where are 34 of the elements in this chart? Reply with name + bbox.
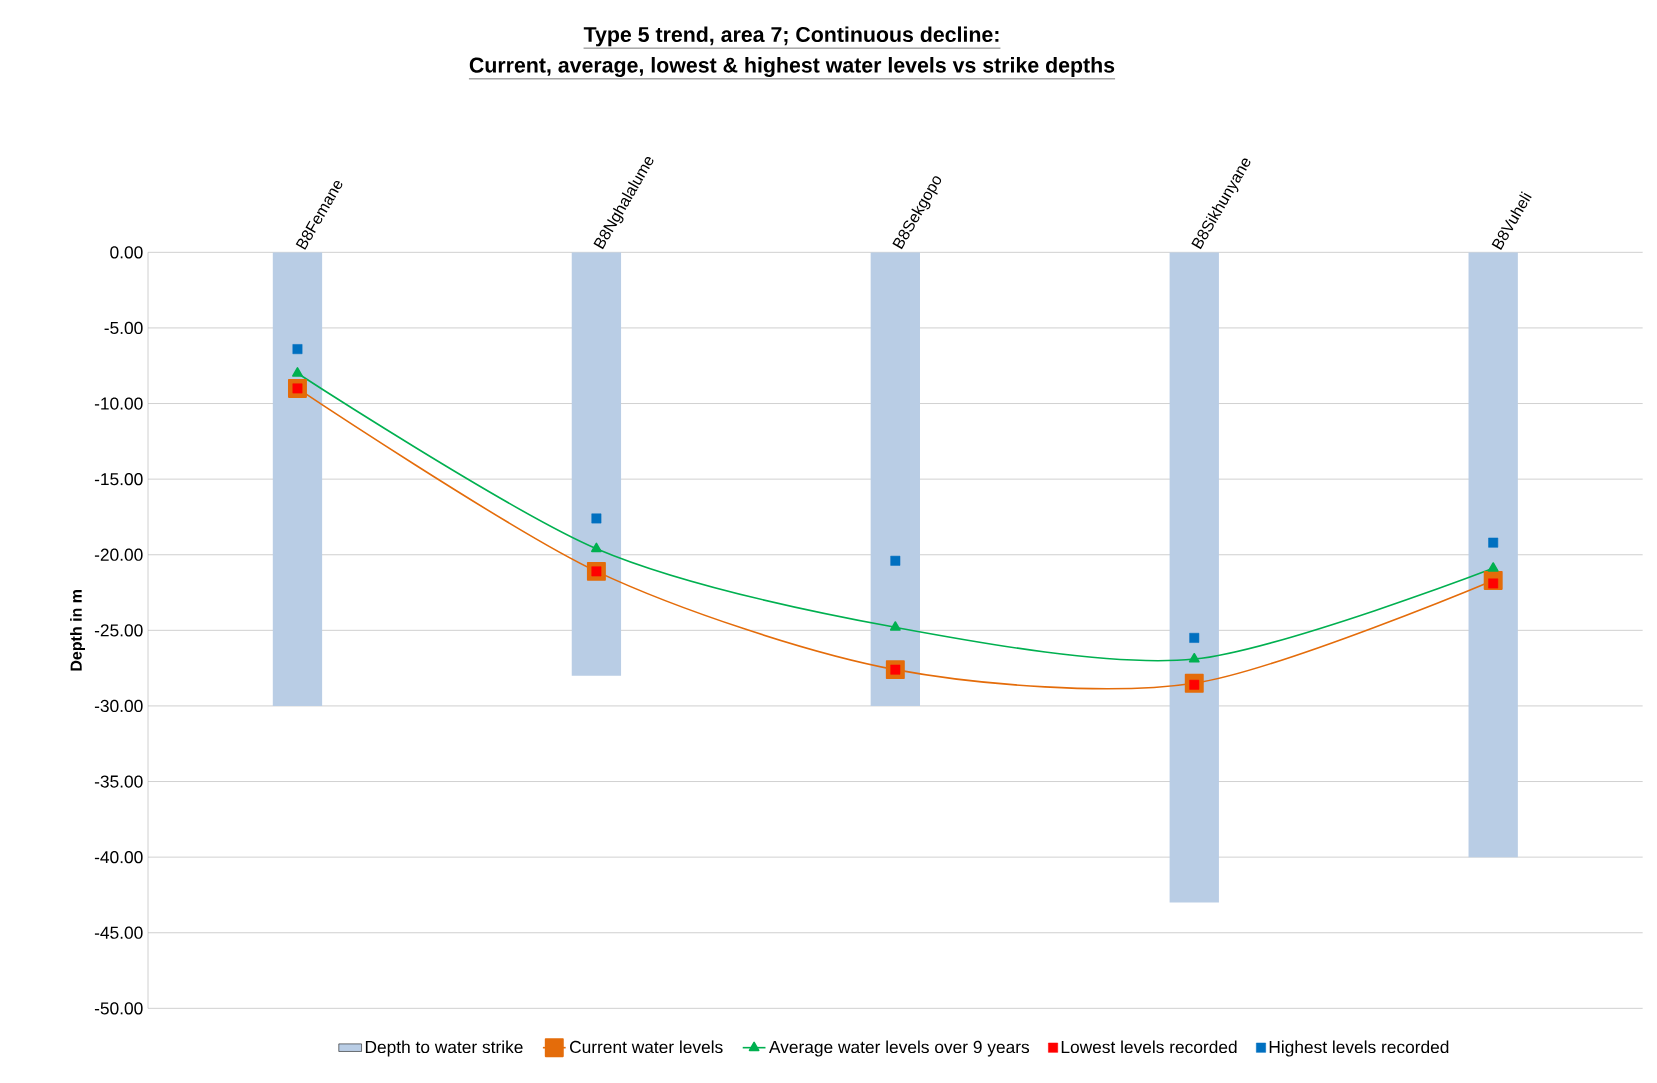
y-axis-title: Depth in m xyxy=(70,590,85,671)
legend-label: Average water levels over 9 years xyxy=(769,1040,1030,1057)
point xyxy=(292,383,303,394)
y-tick-label: -10.00 xyxy=(94,397,143,410)
point xyxy=(1189,679,1200,690)
point xyxy=(1189,632,1200,643)
chart-subtitle: Current, average, lowest & highest water levels vs strike depths xyxy=(469,57,1115,77)
legend-label: Highest levels recorded xyxy=(1269,1040,1449,1057)
point xyxy=(890,664,901,675)
y-tick-label: -30.00 xyxy=(94,699,143,713)
y-tick-label: -20.00 xyxy=(94,548,143,561)
legend-label: Depth to water strike xyxy=(365,1040,523,1057)
y-tick-label: -15.00 xyxy=(94,473,143,486)
y-tick-label: -50.00 xyxy=(94,1002,143,1015)
point xyxy=(590,542,602,553)
y-tick-label: -40.00 xyxy=(94,850,143,864)
y-tick-label: -5.00 xyxy=(104,321,143,335)
y-tick-label: -35.00 xyxy=(94,775,143,788)
legend-label: Lowest levels recorded xyxy=(1061,1040,1237,1054)
point xyxy=(1488,578,1499,589)
point xyxy=(1188,652,1200,663)
point xyxy=(1488,537,1499,548)
point xyxy=(1487,562,1499,572)
point xyxy=(591,566,602,577)
y-tick-label: -25.00 xyxy=(94,624,143,637)
y-tick-label: 0.00 xyxy=(110,246,143,259)
y-tick-label: -45.00 xyxy=(94,926,143,939)
point xyxy=(890,555,901,566)
point xyxy=(591,513,602,524)
point xyxy=(889,621,901,631)
point xyxy=(292,344,303,355)
legend-label: Current water levels xyxy=(570,1040,723,1054)
point xyxy=(292,367,303,377)
chart-title: Type 5 trend, area 7; Continuous decline: xyxy=(583,26,999,47)
